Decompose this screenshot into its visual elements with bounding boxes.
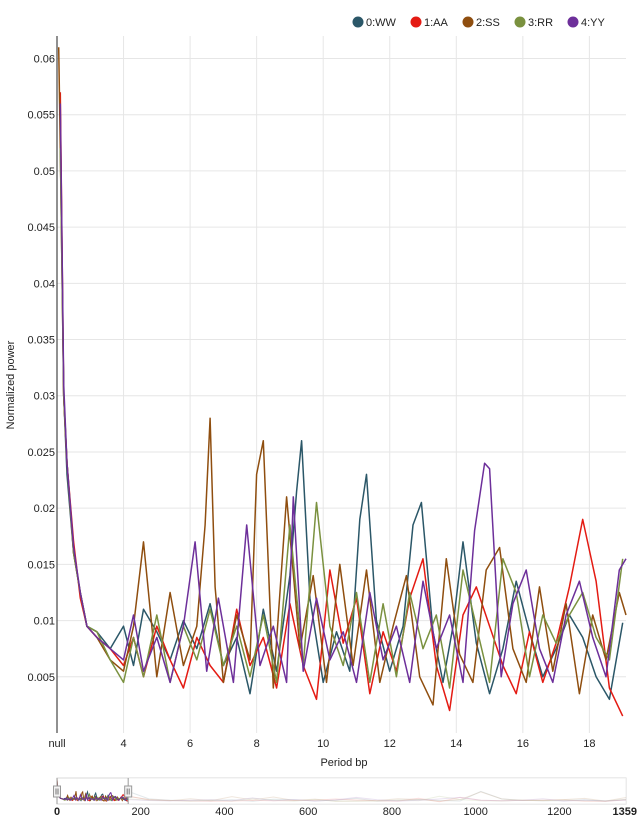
navigator-series-4 [56, 780, 129, 802]
navigator-handle[interactable] [124, 785, 133, 798]
y-tick-label: 0.015 [27, 559, 55, 571]
x-tick-label: 4 [120, 738, 126, 750]
navigator-mask [128, 778, 626, 804]
x-tick-label: 8 [254, 738, 260, 750]
x-tick-label: 10 [317, 738, 329, 750]
navigator-tick-label: 1359 [613, 806, 637, 818]
navigator-handle-grip[interactable] [124, 785, 133, 798]
y-tick-label: 0.01 [34, 616, 55, 628]
series-line-0 [59, 114, 624, 701]
legend-marker [567, 16, 579, 28]
grid-lines [57, 36, 626, 733]
legend-item[interactable]: 1:AA [410, 16, 449, 30]
navigator-tick-label: 200 [132, 806, 150, 818]
y-tick-label: 0.06 [34, 53, 55, 65]
y-tick-label: 0.025 [27, 447, 55, 459]
y-tick-label: 0.035 [27, 335, 55, 347]
series-line-2 [57, 47, 627, 706]
legend-label: 0:WW [366, 17, 397, 29]
legend-item[interactable]: 3:RR [514, 16, 554, 30]
legend-label: 4:YY [581, 17, 606, 29]
y-tick-label: 0.045 [27, 222, 55, 234]
plot-series [57, 47, 627, 717]
legend-marker [410, 16, 422, 28]
y-tick-label: 0.055 [27, 110, 55, 122]
legend-item[interactable]: 2:SS [462, 16, 500, 30]
legend-item[interactable]: 4:YY [567, 16, 606, 30]
legend-label: 2:SS [476, 17, 500, 29]
x-axis-ticks: null 4 6 8 10 12 14 16 18 [48, 738, 595, 750]
x-tick-label: 14 [450, 738, 462, 750]
y-tick-label: 0.005 [27, 672, 55, 684]
navigator-tick-label: 1200 [547, 806, 571, 818]
legend-label: 1:AA [424, 17, 449, 29]
y-tick-label: 0.03 [34, 391, 55, 403]
x-tick-label: null [48, 738, 65, 750]
navigator-tick-label: 400 [215, 806, 233, 818]
y-tick-label: 0.05 [34, 166, 55, 178]
legend: 0:WW 1:AA 2:SS 3:RR 4:YY [352, 16, 606, 30]
range-navigator[interactable]: 0 200 400 600 800 1000 1200 1359 [53, 777, 638, 818]
series-line-3 [59, 148, 624, 689]
x-tick-label: 16 [517, 738, 529, 750]
series-line-4 [59, 103, 627, 684]
legend-item[interactable]: 0:WW [352, 16, 397, 30]
y-axis-ticks: 0.005 0.01 0.015 0.02 0.025 0.03 0.035 0.04 0.04… [27, 53, 55, 683]
navigator-tick-label: 0 [54, 806, 60, 818]
navigator-handle-grip[interactable] [53, 785, 61, 798]
navigator-tick-label: 800 [383, 806, 401, 818]
legend-marker [514, 16, 526, 28]
navigator-tick-label: 1000 [463, 806, 487, 818]
legend-marker [352, 16, 364, 28]
series-line-1 [59, 92, 624, 717]
navigator-series-3 [56, 781, 129, 802]
legend-label: 3:RR [528, 17, 553, 29]
y-tick-label: 0.04 [34, 278, 55, 290]
x-tick-label: 18 [583, 738, 595, 750]
y-tick-label: 0.02 [34, 503, 55, 515]
navigator-tick-label: 600 [299, 806, 317, 818]
x-tick-label: 6 [187, 738, 193, 750]
x-tick-label: 12 [384, 738, 396, 750]
navigator-handle[interactable] [53, 785, 61, 798]
y-axis-title: Normalized power [5, 340, 17, 429]
x-axis-title: Period bp [320, 757, 367, 769]
legend-marker [462, 16, 474, 28]
